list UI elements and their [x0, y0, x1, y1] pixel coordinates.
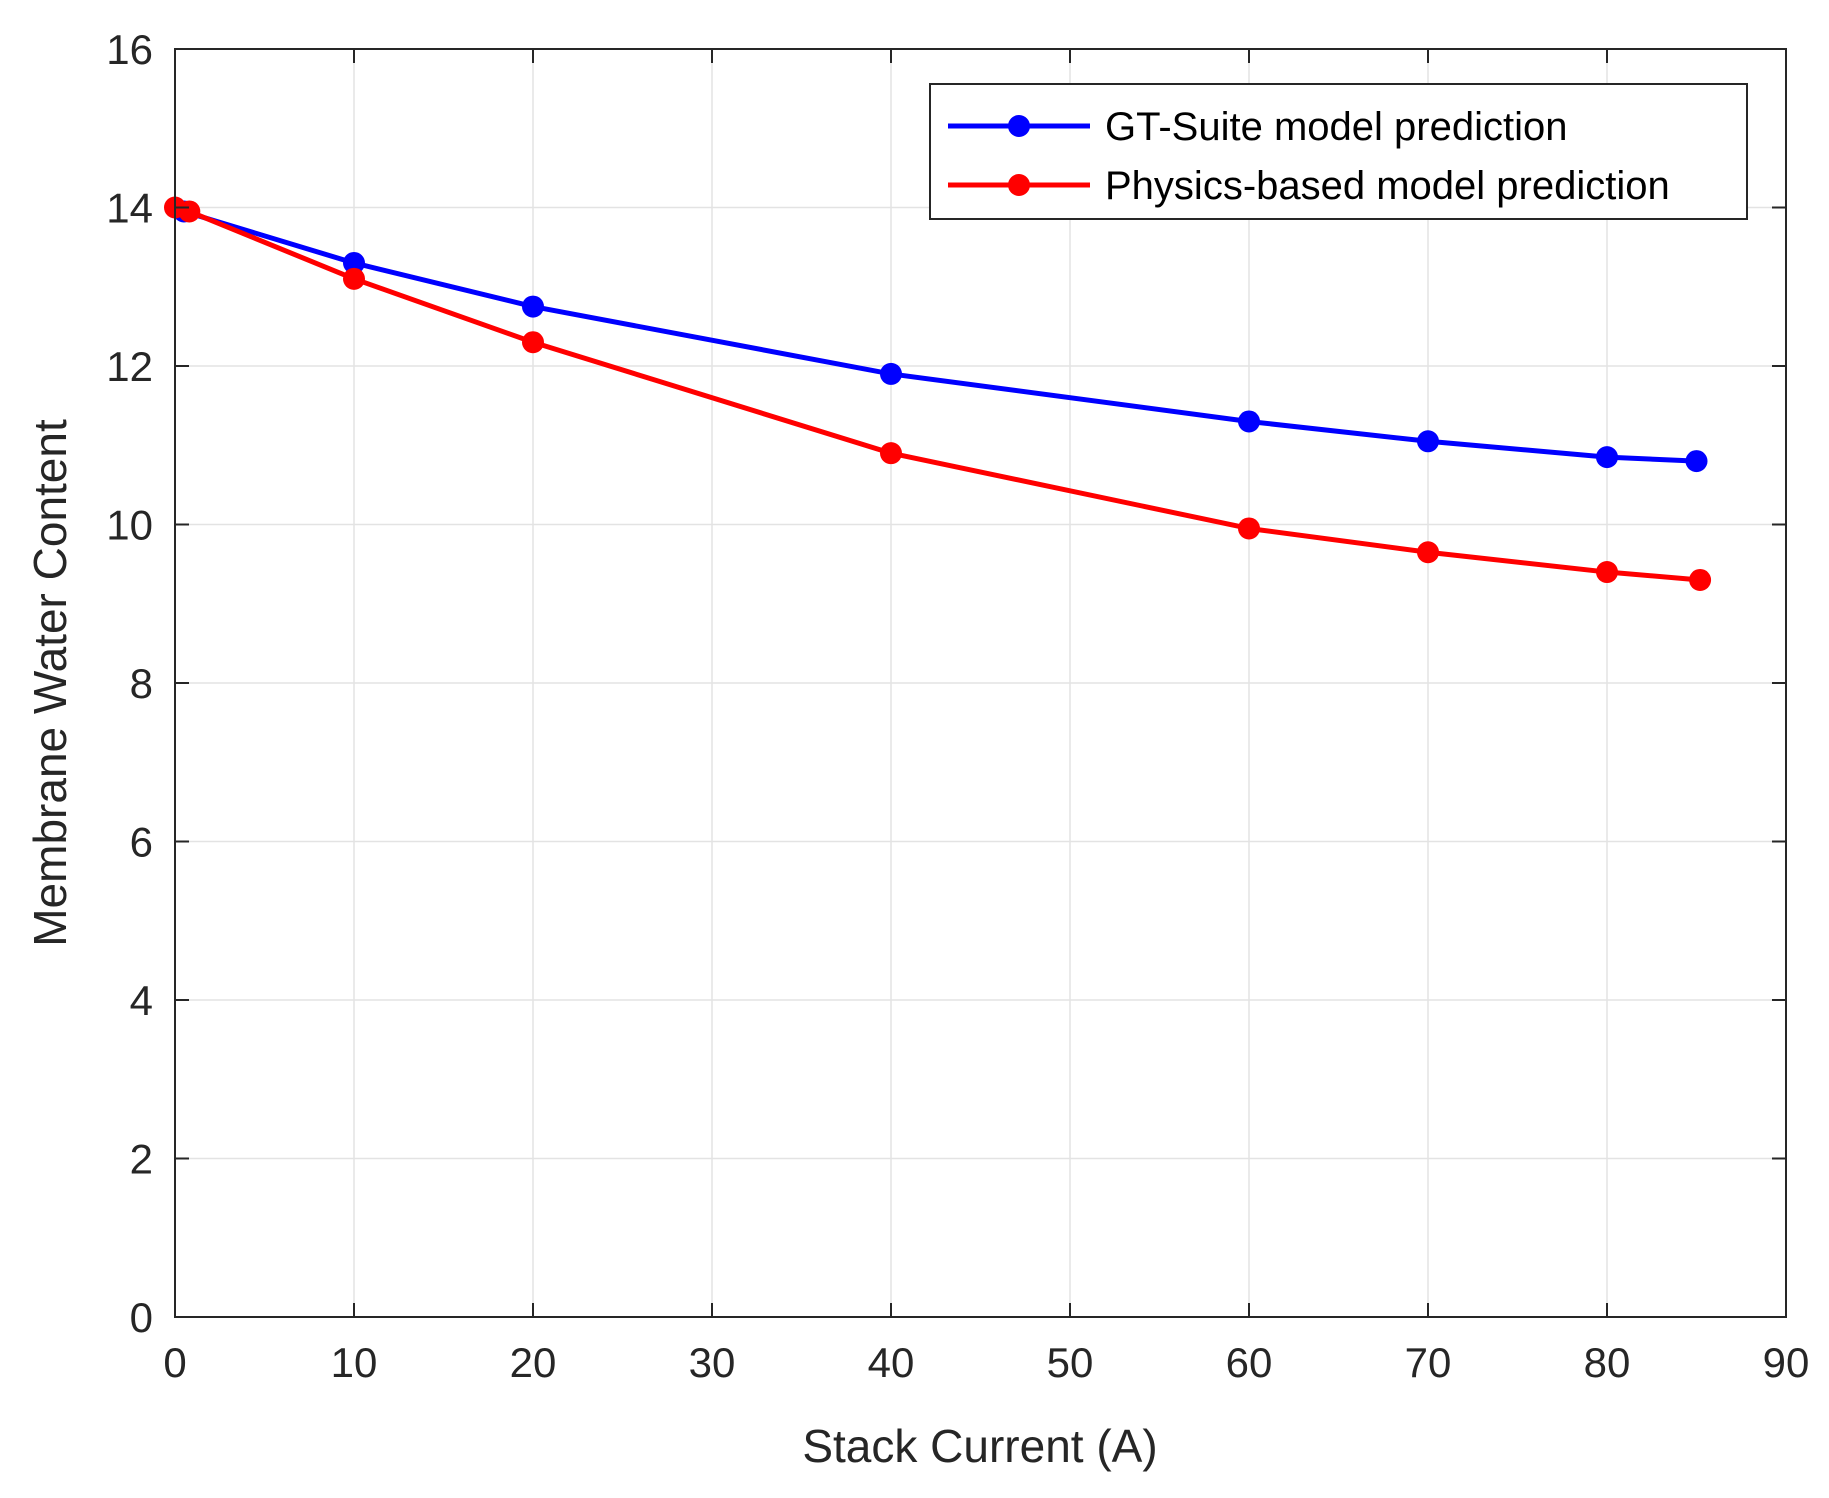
data-point-physics-based — [1689, 568, 1712, 591]
data-point-physics-based — [178, 200, 201, 223]
legend-box — [929, 83, 1748, 220]
series-layer — [164, 196, 1712, 591]
x-tick-label: 20 — [510, 1339, 557, 1386]
y-tick-label: 16 — [106, 26, 153, 73]
x-tick-label: 60 — [1226, 1339, 1273, 1386]
y-axis-label: Membrane Water Content — [24, 419, 76, 947]
data-point-gt-suite — [880, 362, 902, 385]
legend: GT-Suite model prediction Physics-based … — [929, 83, 1748, 220]
y-tick-label: 4 — [130, 977, 153, 1024]
x-tick-label: 50 — [1047, 1339, 1094, 1386]
data-point-physics-based — [880, 442, 902, 465]
data-point-gt-suite — [1596, 446, 1618, 469]
x-tick-label: 30 — [689, 1339, 736, 1386]
y-tick-label: 8 — [130, 660, 153, 707]
x-tick-label: 40 — [868, 1339, 915, 1386]
data-point-gt-suite — [1685, 450, 1708, 473]
x-tick-label: 90 — [1763, 1339, 1810, 1386]
x-axis-label: Stack Current (A) — [802, 1420, 1157, 1472]
x-tick-label: 70 — [1405, 1339, 1452, 1386]
data-point-physics-based — [1238, 517, 1260, 540]
grid — [175, 49, 1786, 1317]
legend-label-gt-suite: GT-Suite model prediction — [1105, 105, 1567, 149]
y-tick-label: 12 — [106, 343, 153, 390]
y-tick-label: 14 — [106, 185, 153, 232]
axis-ticks: 0 10 20 30 40 50 60 70 80 90 0 2 4 6 8 10 12 14 16 — [106, 26, 1809, 1386]
data-point-gt-suite — [1417, 430, 1439, 453]
x-tick-label: 10 — [331, 1339, 378, 1386]
data-point-physics-based — [522, 331, 544, 354]
data-point-gt-suite — [1238, 410, 1260, 433]
legend-label-physics-based: Physics-based model prediction — [1105, 164, 1670, 208]
y-tick-label: 2 — [130, 1136, 153, 1183]
data-point-physics-based — [1417, 541, 1439, 564]
data-point-physics-based — [1596, 561, 1618, 584]
series-line-gt-suite — [181, 208, 1699, 464]
legend-marker-physics-based — [1008, 174, 1030, 196]
data-point-gt-suite — [522, 295, 544, 318]
data-point-physics-based — [343, 267, 365, 290]
legend-marker-gt-suite — [1008, 115, 1030, 137]
y-tick-label: 6 — [130, 819, 153, 866]
y-tick-label: 10 — [106, 502, 153, 549]
y-tick-label: 0 — [130, 1294, 153, 1341]
x-tick-label: 0 — [163, 1339, 186, 1386]
x-tick-label: 80 — [1584, 1339, 1631, 1386]
data-point-gt-suite — [343, 251, 365, 274]
